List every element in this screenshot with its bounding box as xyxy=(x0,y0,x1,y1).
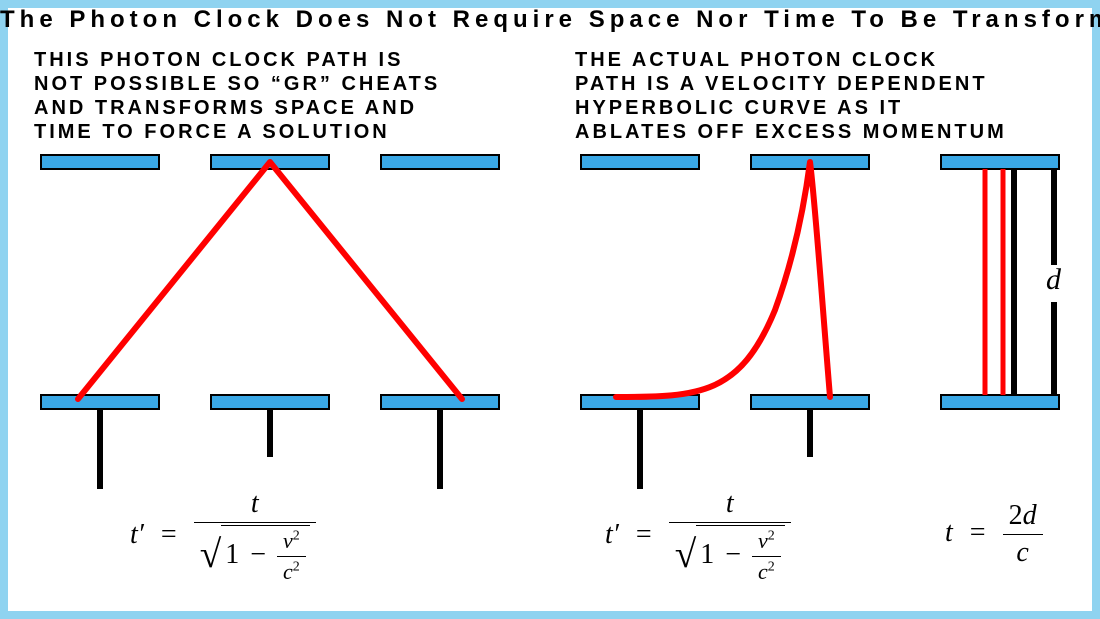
radical-icon-2: √ xyxy=(675,535,697,595)
formula-tprime-left: t′ = t √ 1 − v2 c2 xyxy=(130,488,316,585)
sym-one: 1 xyxy=(225,539,239,570)
right-caption: THE ACTUAL PHOTON CLOCK PATH IS A VELOCI… xyxy=(575,48,1007,144)
sym-two2-r: 2 xyxy=(768,560,775,575)
mirror-top-6 xyxy=(941,155,1059,169)
sym-t: t xyxy=(251,488,259,519)
sym-c-3: c xyxy=(1016,537,1028,568)
sym-eq: = xyxy=(151,519,187,550)
sym-eq-3: = xyxy=(960,517,996,548)
sym-t-3: t xyxy=(945,517,953,548)
mirror-bottom-1 xyxy=(41,395,159,409)
diagram-frame: The Photon Clock Does Not Require Space … xyxy=(0,0,1100,619)
sym-tprime: t′ xyxy=(130,519,144,550)
mirror-bottom-3 xyxy=(381,395,499,409)
sym-one-r: 1 xyxy=(700,539,714,570)
hyperbolic-path xyxy=(616,162,830,397)
sym-tprime-r: t′ xyxy=(605,519,619,550)
triangle-path xyxy=(78,162,462,399)
sym-c-r: c xyxy=(758,559,768,584)
sym-c: c xyxy=(283,559,293,584)
mirror-bottom-5 xyxy=(751,395,869,409)
left-caption: THIS PHOTON CLOCK PATH IS NOT POSSIBLE S… xyxy=(34,48,440,144)
sym-v-r: v xyxy=(758,528,768,553)
mirror-top-1 xyxy=(41,155,159,169)
radical-icon: √ xyxy=(200,535,222,595)
page-title: The Photon Clock Does Not Require Space … xyxy=(0,6,1100,34)
sym-t-r: t xyxy=(726,488,734,519)
mirror-bottom-2 xyxy=(211,395,329,409)
sym-2: 2 xyxy=(1009,500,1023,531)
left-panel xyxy=(41,155,499,489)
sym-d: d xyxy=(1023,500,1037,531)
sym-eq-r: = xyxy=(626,519,662,550)
right-panel xyxy=(581,155,1059,489)
mirror-top-4 xyxy=(581,155,699,169)
d-label: d xyxy=(1046,263,1061,297)
sym-two-r: 2 xyxy=(768,529,775,544)
formula-t2dc: t = 2d c xyxy=(945,500,1043,569)
sym-two2: 2 xyxy=(293,560,300,575)
mirror-bottom-6 xyxy=(941,395,1059,409)
sym-two: 2 xyxy=(293,529,300,544)
formula-tprime-right: t′ = t √ 1 − v2 c2 xyxy=(605,488,791,585)
mirror-top-3 xyxy=(381,155,499,169)
sym-v: v xyxy=(283,528,293,553)
